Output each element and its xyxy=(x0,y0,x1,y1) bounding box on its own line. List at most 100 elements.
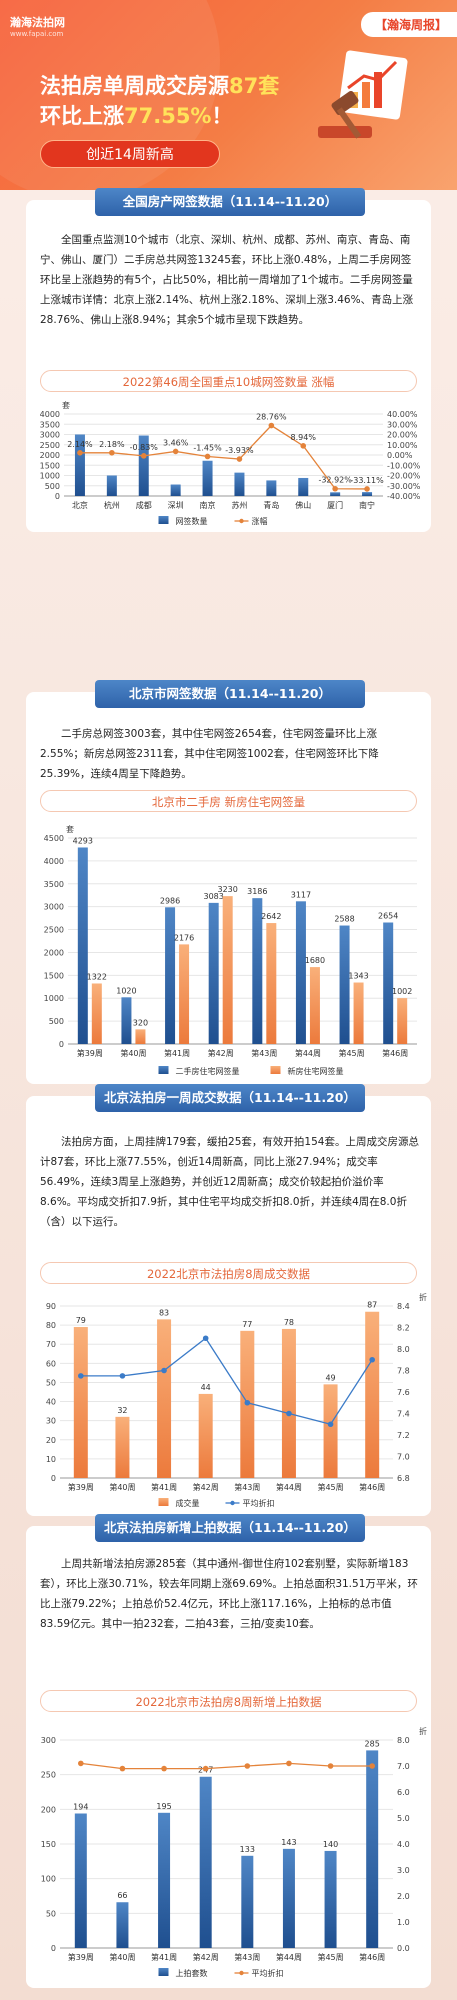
y-tick-label: 40 xyxy=(46,1398,56,1407)
y-right-tick-label: 10.00% xyxy=(387,441,418,450)
y-tick-label: 0 xyxy=(51,1944,56,1953)
data-label: 2588 xyxy=(334,915,354,924)
line-point xyxy=(202,1765,209,1772)
y-tick-label: 1500 xyxy=(44,971,64,980)
y-tick-label: 4000 xyxy=(44,857,64,866)
line-point xyxy=(78,1760,84,1767)
bar xyxy=(158,1812,171,1948)
bar xyxy=(157,1319,172,1478)
x-tick-label: 第39周 xyxy=(68,1482,94,1492)
national-paragraph: 全国重点监测10个城市（北京、深圳、杭州、成都、苏州、南京、青岛、南宁、佛山、厦… xyxy=(40,234,414,326)
line-point xyxy=(300,443,307,449)
x-tick-label: 第39周 xyxy=(77,1048,103,1058)
y-tick-label: 0 xyxy=(55,492,60,501)
line-point xyxy=(119,1373,126,1379)
y-tick-label: 1500 xyxy=(40,461,60,470)
data-label: 2654 xyxy=(378,912,398,921)
bar xyxy=(324,1850,337,1948)
y-tick-label: 250 xyxy=(41,1771,56,1780)
line-point xyxy=(161,1367,167,1374)
y-right-tick-label: 30.00% xyxy=(387,420,418,429)
x-tick-label: 第43周 xyxy=(251,1048,277,1058)
legend-label: 成交量 xyxy=(176,1498,200,1508)
y-right-tick-label: 40.00% xyxy=(387,410,418,419)
bar xyxy=(73,1327,88,1478)
data-label: 79 xyxy=(76,1316,86,1325)
point-label: -0.83% xyxy=(130,443,159,452)
data-label: 3117 xyxy=(291,890,311,899)
data-label: 1343 xyxy=(348,972,368,981)
legend-bar-marker xyxy=(158,1066,169,1074)
point-label: 3.46% xyxy=(163,438,189,447)
line-point xyxy=(236,456,243,462)
x-tick-label: 佛山 xyxy=(295,500,311,510)
bar xyxy=(222,896,233,1044)
y-tick-label: 500 xyxy=(45,482,60,491)
new-listing-paragraph: 上周共新增法拍房源285套（其中通州-御世住府102套别墅，实际新增183套），… xyxy=(40,1558,418,1630)
x-tick-label: 厦门 xyxy=(327,500,343,510)
y-right-tick-label: 7.0 xyxy=(397,1762,410,1771)
auction-deal-paragraph: 法拍房方面，上周挂牌179套，缓拍25套，有效开拍154套。上周成交房源总计87… xyxy=(40,1136,419,1228)
line-point xyxy=(140,453,147,459)
legend-bar-marker xyxy=(158,516,169,524)
data-label: 195 xyxy=(156,1802,171,1811)
x-tick-label: 第43周 xyxy=(234,1482,260,1492)
y-tick-label: 0 xyxy=(59,1040,64,1049)
x-tick-label: 成都 xyxy=(136,500,152,510)
line-point xyxy=(244,1763,251,1769)
bar xyxy=(383,922,394,1044)
y-right-tick-label: 20.00% xyxy=(387,431,418,440)
line-point xyxy=(327,1763,334,1769)
beijing-paragraph: 二手房总网签3003套，其中住宅网签2654套，住宅网签量环比上涨2.55%；新… xyxy=(40,728,379,780)
bar xyxy=(266,480,277,496)
y-right-tick-label: 6.0 xyxy=(397,1788,410,1797)
y-tick-label: 200 xyxy=(41,1805,56,1814)
line-point xyxy=(286,1410,292,1417)
y-right-tick-label: 8.2 xyxy=(397,1324,410,1333)
bar xyxy=(202,460,213,496)
bar xyxy=(339,925,350,1044)
bar xyxy=(330,492,341,496)
headline-line-2: 环比上涨77.55%！ xyxy=(40,104,233,128)
chart-title-auction-deal: 2022北京市法拍房8周成交数据 xyxy=(40,1262,417,1284)
y-right-tick-label: -30.00% xyxy=(387,482,421,491)
x-tick-label: 南京 xyxy=(200,500,216,510)
y-right-tick-label: 3.0 xyxy=(397,1866,410,1875)
chart-title-beijing: 北京市二手房 新房住宅网签量 xyxy=(40,790,417,812)
y-tick-label: 2500 xyxy=(44,926,64,935)
x-tick-label: 杭州 xyxy=(104,500,120,510)
data-label: 87 xyxy=(367,1301,377,1310)
chart-auction-deal: 0 10 20 30 40 50 60 70 80 90 6.8 7.0 7.2 7.4 7.6 7.8 8.0… xyxy=(46,1292,427,1508)
x-tick-label: 第43周 xyxy=(234,1952,260,1962)
x-tick-label: 北京 xyxy=(72,500,88,510)
y-right-axis-unit: 折 xyxy=(419,1726,427,1736)
data-label: 2986 xyxy=(160,896,180,905)
legend-bar-marker xyxy=(158,1968,169,1976)
y-right-tick-label: 8.0 xyxy=(397,1345,410,1354)
point-label: -32.92% xyxy=(318,476,352,485)
x-tick-label: 第40周 xyxy=(109,1952,135,1962)
bar xyxy=(309,967,320,1044)
x-tick-label: 深圳 xyxy=(168,500,184,510)
bar xyxy=(241,1855,254,1948)
y-tick-label: 1000 xyxy=(40,472,60,481)
y-tick-label: 500 xyxy=(49,1017,64,1026)
data-label: 77 xyxy=(242,1320,252,1329)
data-label: 32 xyxy=(117,1406,127,1415)
data-label: 3083 xyxy=(204,892,224,901)
y-right-tick-label: 0.0 xyxy=(397,1944,410,1953)
data-label: 1020 xyxy=(116,986,136,995)
bar xyxy=(397,998,408,1044)
x-tick-label: 第44周 xyxy=(276,1952,302,1962)
bar xyxy=(74,434,85,496)
chart-new-listing: 0 50 100 150 200 250 300 0.0 1.0 2.0 3.0 4.0 5.0 6.0 7… xyxy=(41,1726,427,1978)
y-tick-label: 150 xyxy=(41,1840,56,1849)
y-tick-label: 0 xyxy=(51,1474,56,1483)
line-point xyxy=(78,1373,84,1379)
y-right-tick-label: 7.8 xyxy=(397,1367,410,1376)
y-right-tick-label: 8.4 xyxy=(397,1302,410,1311)
bar xyxy=(282,1848,295,1948)
bar xyxy=(115,1416,130,1478)
